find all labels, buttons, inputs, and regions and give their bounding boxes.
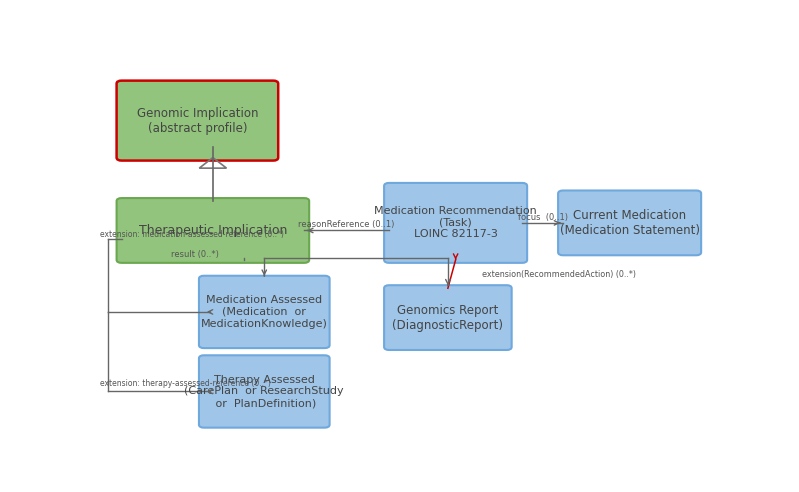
Text: Medication Assessed
(Medication  or
MedicationKnowledge): Medication Assessed (Medication or Medic… [201, 295, 328, 329]
Text: Genomic Implication
(abstract profile): Genomic Implication (abstract profile) [137, 107, 258, 135]
Text: Therapeutic Implication: Therapeutic Implication [139, 224, 287, 237]
Text: extension(RecommendedAction) (0..*): extension(RecommendedAction) (0..*) [482, 270, 636, 278]
Text: Current Medication
(Medication Statement): Current Medication (Medication Statement… [559, 209, 700, 237]
Text: focus  (0..1): focus (0..1) [518, 214, 567, 222]
Text: extension: therapy-assessed-reference (0..*): extension: therapy-assessed-reference (0… [101, 379, 272, 388]
Text: reasonReference (0..1): reasonReference (0..1) [299, 220, 395, 229]
FancyBboxPatch shape [117, 198, 309, 263]
FancyBboxPatch shape [558, 190, 702, 255]
Text: Medication Recommendation
(Task)
LOINC 82117-3: Medication Recommendation (Task) LOINC 8… [374, 206, 537, 240]
FancyBboxPatch shape [384, 285, 511, 350]
FancyBboxPatch shape [199, 355, 330, 428]
FancyBboxPatch shape [199, 276, 330, 348]
FancyBboxPatch shape [117, 81, 278, 160]
Text: Therapy Assessed
(CarePlan  or ResearchStudy
 or  PlanDefinition): Therapy Assessed (CarePlan or ResearchSt… [185, 375, 344, 408]
Text: extension: medication-assessed-reference (0..*): extension: medication-assessed-reference… [101, 230, 284, 239]
FancyBboxPatch shape [384, 183, 527, 263]
Text: Genomics Report
(DiagnosticReport): Genomics Report (DiagnosticReport) [392, 304, 503, 332]
Text: result (0..*): result (0..*) [171, 250, 219, 259]
